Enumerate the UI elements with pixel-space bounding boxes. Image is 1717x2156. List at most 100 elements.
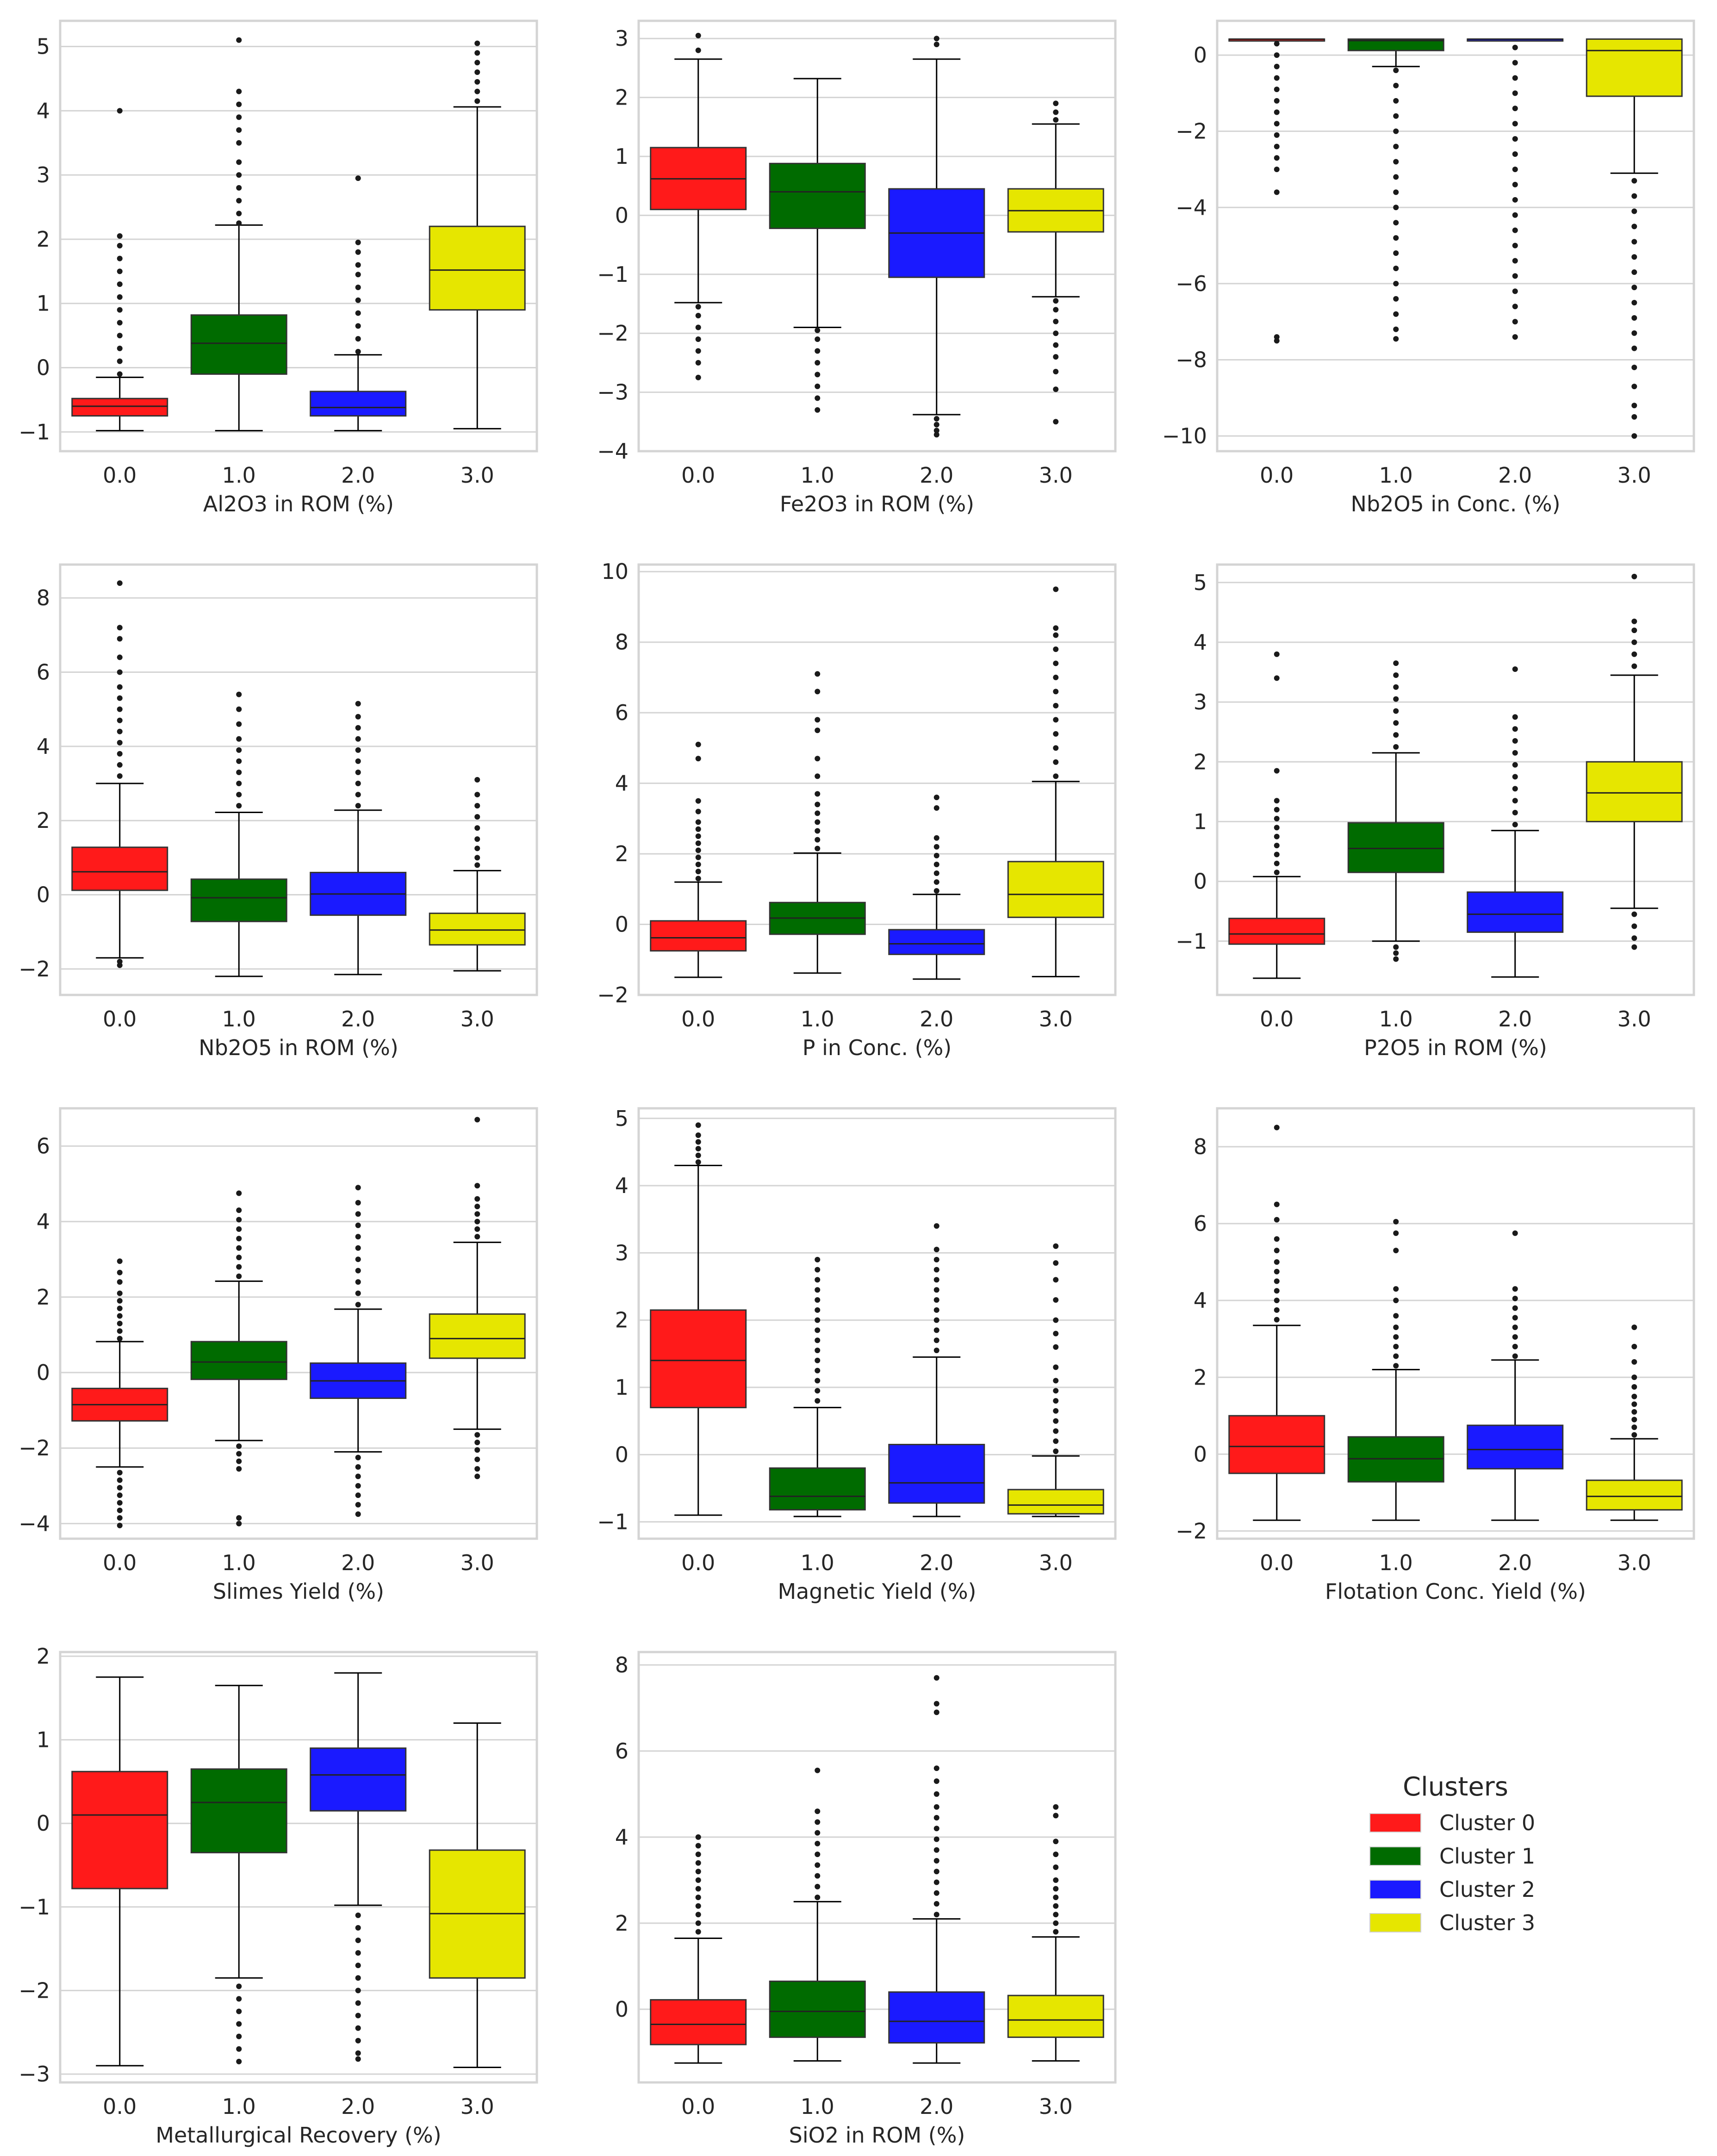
outlier-point	[117, 706, 123, 712]
y-tick-label: −2	[597, 321, 628, 346]
outlier-point	[117, 1485, 123, 1491]
box-cluster-3	[429, 40, 526, 429]
box-cluster-1	[1347, 38, 1444, 342]
outlier-point	[1631, 1432, 1637, 1438]
outlier-point	[117, 1470, 123, 1476]
outlier-point	[933, 835, 939, 841]
box-iqr	[1228, 918, 1325, 945]
outlier-point	[1274, 109, 1280, 115]
outlier-point	[355, 323, 361, 329]
outlier-point	[1512, 106, 1518, 112]
outlier-point	[815, 407, 821, 413]
outlier-point	[815, 717, 821, 723]
outlier-point	[1053, 1364, 1059, 1370]
outlier-point	[236, 211, 242, 217]
outlier-point	[1053, 117, 1059, 123]
outlier-point	[1053, 586, 1059, 592]
outlier-point	[933, 1826, 939, 1832]
y-tick-label: 2	[37, 227, 50, 252]
outlier-point	[1274, 768, 1280, 774]
outlier-point	[1631, 1343, 1637, 1349]
x-tick-label: 3.0	[1039, 2094, 1073, 2119]
outlier-point	[695, 1886, 701, 1892]
outlier-point	[933, 422, 939, 428]
y-tick-label: −8	[1176, 347, 1207, 372]
outlier-point	[1393, 1363, 1399, 1369]
outlier-point	[1512, 726, 1518, 732]
outlier-point	[1053, 1388, 1059, 1394]
x-tick-label: 1.0	[222, 1007, 256, 1031]
box-cluster-3	[429, 1117, 526, 1479]
outlier-point	[117, 1328, 123, 1334]
y-tick-label: 6	[615, 1739, 628, 1764]
outlier-point	[1512, 121, 1518, 127]
outlier-point	[815, 360, 821, 366]
outlier-point	[1512, 136, 1518, 142]
outlier-point	[474, 792, 480, 798]
outlier-point	[1053, 1418, 1059, 1424]
outlier-point	[933, 852, 939, 858]
outlier-point	[236, 2008, 242, 2014]
outlier-point	[815, 802, 821, 808]
outlier-point	[695, 336, 701, 342]
x-tick-label: 0.0	[681, 463, 715, 488]
outlier-point	[117, 636, 123, 642]
y-tick-label: −6	[1176, 271, 1207, 296]
outlier-point	[474, 825, 480, 831]
outlier-point	[1053, 689, 1059, 695]
y-tick-label: 8	[37, 585, 50, 610]
outlier-point	[236, 37, 242, 43]
outlier-point	[815, 1398, 821, 1404]
outlier-point	[1393, 708, 1399, 714]
legend-entry: Cluster 0	[1369, 1810, 1535, 1835]
y-tick-label: 6	[615, 700, 628, 725]
outlier-point	[1512, 1343, 1518, 1349]
box-cluster-3	[429, 777, 526, 972]
outlier-point	[1631, 1384, 1637, 1390]
outlier-point	[815, 727, 821, 733]
outlier-point	[474, 69, 480, 75]
outlier-point	[1512, 1230, 1518, 1236]
outlier-point	[815, 1895, 821, 1901]
outlier-point	[1053, 342, 1059, 348]
y-tick-label: 4	[1194, 1288, 1207, 1313]
outlier-point	[1393, 113, 1399, 119]
outlier-point	[1512, 197, 1518, 203]
outlier-point	[1053, 1438, 1059, 1444]
x-tick-label: 1.0	[801, 1550, 834, 1575]
outlier-point	[1053, 1864, 1059, 1870]
outlier-point	[236, 185, 242, 191]
axes-frame	[637, 563, 1117, 996]
outlier-point	[355, 1222, 361, 1228]
outlier-point	[355, 1988, 361, 1994]
outlier-point	[815, 1840, 821, 1846]
outlier-point	[815, 1297, 821, 1303]
y-tick-label: 0	[615, 203, 628, 228]
outlier-point	[236, 101, 242, 107]
x-tick-label: 2.0	[920, 463, 953, 488]
outlier-point	[355, 1279, 361, 1285]
box-cluster-3	[429, 1722, 526, 2068]
outlier-point	[355, 1975, 361, 1981]
legend-swatch	[1369, 1913, 1421, 1932]
outlier-point	[933, 1287, 939, 1293]
outlier-point	[1631, 628, 1637, 634]
x-tick-label: 3.0	[1039, 1007, 1073, 1031]
y-tick-label: 4	[37, 98, 50, 123]
x-tick-label: 2.0	[341, 2094, 375, 2119]
outlier-point	[1274, 1236, 1280, 1242]
box-iqr	[1228, 1415, 1325, 1474]
outlier-point	[1631, 1393, 1637, 1399]
outlier-point	[815, 1873, 821, 1879]
outlier-point	[474, 1447, 480, 1453]
outlier-point	[1274, 334, 1280, 340]
outlier-point	[1631, 239, 1637, 245]
outlier-point	[1512, 227, 1518, 233]
outlier-point	[1512, 273, 1518, 279]
legend-entry: Cluster 3	[1369, 1910, 1535, 1935]
outlier-point	[1393, 720, 1399, 726]
box-cluster-1	[769, 1256, 866, 1517]
outlier-point	[933, 1277, 939, 1283]
box-iqr	[429, 225, 526, 311]
outlier-point	[1274, 1125, 1280, 1131]
